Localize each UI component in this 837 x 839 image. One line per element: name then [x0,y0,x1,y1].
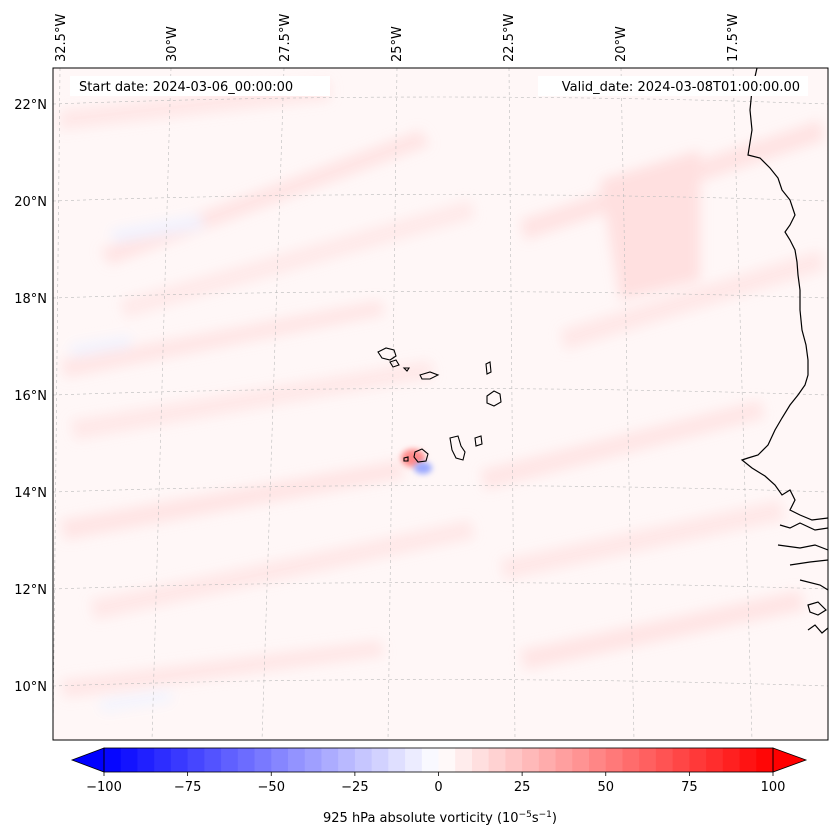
colorbar-segment [304,748,322,772]
colorbar-tick-label: 25 [514,780,531,795]
cape-verde-islands [377,347,502,463]
lon-label: 27.5°W [278,14,293,62]
lon-label: 30°W [165,26,180,62]
colorbar-segment [137,748,155,772]
lon-label: 32.5°W [54,14,69,62]
colorbar-segment [622,748,640,772]
colorbar-tick-label: −75 [174,780,201,795]
colorbar-tick-label: −50 [258,780,285,795]
colorbar-segment [722,748,741,772]
africa-coastline [740,68,828,521]
colorbar: −100 −75 −50 −25 0 25 50 75 100 925 hPa absolute… [70,747,808,826]
island-santiago [449,435,466,461]
lat-label: 16°N [14,389,47,404]
colorbar-segment [756,748,774,772]
colorbar-segment [739,748,757,772]
colorbar-segment [287,748,306,772]
vorticity-field [60,80,825,712]
gridlines [53,68,828,740]
colorbar-ticks: −100 −75 −50 −25 0 25 50 75 100 [86,772,785,795]
colorbar-segment [421,748,439,772]
start-date-box [70,76,330,96]
vorticity-dipole [401,449,432,474]
colorbar-segment [170,748,189,772]
colorbar-extend-min [70,747,105,773]
colorbar-segment [589,748,607,772]
valid-date-box [538,76,808,96]
colorbar-segment [338,748,356,772]
colorbar-segment [104,748,122,772]
colorbar-segment [471,748,490,772]
colorbar-tick-label: 50 [597,780,614,795]
longitude-labels: 32.5°W 30°W 27.5°W 25°W 22.5°W 20°W 17.5… [54,14,741,62]
colorbar-segment [388,748,406,772]
colorbar-segment [488,748,506,772]
island-sao-nicolau [419,371,440,380]
colorbar-segment [572,748,590,772]
colorbar-tick-label: −100 [86,780,122,795]
plot-area [53,68,828,740]
colorbar-segment [237,748,256,772]
colorbar-segment [371,748,389,772]
lon-label: 25°W [390,26,405,62]
colorbar-segment [689,748,707,772]
colorbar-segment [321,748,339,772]
lon-label: 20°W [614,26,629,62]
colorbar-segment [154,748,172,772]
lat-label: 18°N [14,292,47,307]
start-date-label: Start date: 2024-03-06_00:00:00 [79,80,293,95]
colorbar-segment [605,748,623,772]
island-santa-luzia [402,367,411,372]
lat-label: 12°N [14,583,47,598]
colorbar-segment [254,748,272,772]
colorbar-segment [221,748,239,772]
colorbar-segment [555,748,573,772]
island-maio [474,435,483,447]
lat-label: 10°N [14,680,47,695]
colorbar-extend-max [772,747,808,773]
colorbar-segment [655,748,674,772]
colorbar-tick-label: 75 [681,780,698,795]
lat-label: 22°N [14,98,47,113]
colorbar-tick-label: 100 [761,780,786,795]
colorbar-segment [455,748,473,772]
colorbar-tick-label: −25 [341,780,368,795]
lat-label: 14°N [14,486,47,501]
latitude-labels: 22°N 20°N 18°N 16°N 14°N 12°N 10°N [14,98,47,695]
colorbar-segment [706,748,724,772]
island-santo-antao [377,347,397,361]
lat-label: 20°N [14,195,47,210]
colorbar-segment [538,748,557,772]
lon-label: 17.5°W [726,14,741,62]
valid-date-label: Valid_date: 2024-03-08T01:00:00.00 [562,80,800,95]
coastlines [740,68,828,634]
island-sal [485,361,492,375]
colorbar-segment [672,748,690,772]
island-fogo [413,448,429,463]
colorbar-segment [120,748,138,772]
colorbar-tick-label: 0 [434,780,442,795]
colorbar-segment [354,748,373,772]
colorbar-segment [522,748,540,772]
colorbar-segment [271,748,289,772]
colorbar-label: 925 hPa absolute vorticity (10−5s−1) [323,810,557,826]
colorbar-segment [505,748,523,772]
colorbar-segment [405,748,423,772]
island-boa-vista [486,390,502,407]
colorbar-segment [639,748,657,772]
colorbar-segment [438,748,456,772]
island-sao-vicente [389,359,400,368]
island-brava [403,456,409,462]
plot-frame [52,67,829,741]
colorbar-segments [104,748,774,772]
colorbar-segment [187,748,205,772]
colorbar-segment [204,748,222,772]
lon-label: 22.5°W [502,14,517,62]
